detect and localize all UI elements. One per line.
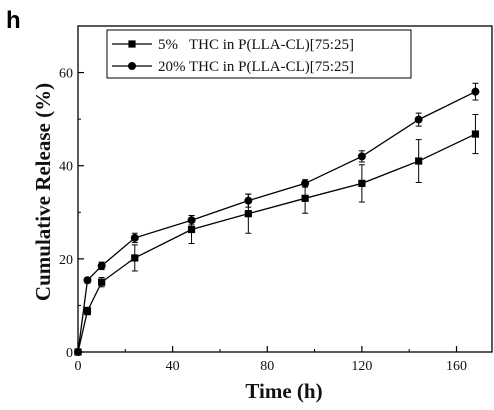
legend-box <box>106 29 412 79</box>
legend-marker-circle <box>128 62 136 70</box>
y-tick-label: 0 <box>66 346 73 361</box>
data-point-circle <box>97 261 106 270</box>
data-point-circle <box>244 196 253 205</box>
panel-label: h <box>6 7 21 34</box>
data-point-square <box>301 194 309 202</box>
data-point-square <box>244 210 252 218</box>
data-point-circle <box>187 216 196 225</box>
x-tick-label: 120 <box>351 359 372 374</box>
data-point-square <box>358 179 366 188</box>
data-point-square <box>415 157 423 165</box>
series-line <box>77 91 476 353</box>
data-point-circle <box>83 276 92 285</box>
data-point-circle <box>130 233 139 242</box>
data-point-circle <box>471 87 480 96</box>
plot-area: 0 20 40 60 0 40 80 120 160 5% THC in P(LLA-CL)[75… <box>59 25 493 374</box>
legend-marker-square <box>128 40 136 48</box>
x-tick-label: 160 <box>446 359 467 374</box>
series-line <box>77 133 476 353</box>
x-tick-label: 0 <box>75 359 82 374</box>
plot-frame <box>77 25 493 353</box>
data-point-square <box>131 254 139 262</box>
y-axis-label: Cumulative Release (%) <box>31 83 55 301</box>
data-point-square <box>471 130 480 138</box>
data-point-circle <box>357 152 366 161</box>
x-axis-label: Time (h) <box>245 379 322 403</box>
data-point-circle <box>74 348 82 356</box>
data-point-square <box>187 225 196 234</box>
legend: 5% THC in P(LLA-CL)[75:25] 20% THC in P(L… <box>106 29 412 79</box>
legend-label: 20% THC in P(LLA-CL)[75:25] <box>158 59 354 75</box>
data-point-square <box>98 278 106 286</box>
legend-label: 5% THC in P(LLA-CL)[75:25] <box>158 37 354 53</box>
x-tick-label: 40 <box>166 359 180 374</box>
data-point-circle <box>301 179 310 188</box>
y-tick-label: 20 <box>59 253 73 268</box>
data-point-circle <box>414 115 423 124</box>
y-tick-label: 40 <box>59 160 73 175</box>
x-tick-label: 80 <box>260 359 274 374</box>
y-tick-label: 60 <box>59 67 73 82</box>
series-circle <box>74 82 480 356</box>
data-point-square <box>83 307 92 315</box>
